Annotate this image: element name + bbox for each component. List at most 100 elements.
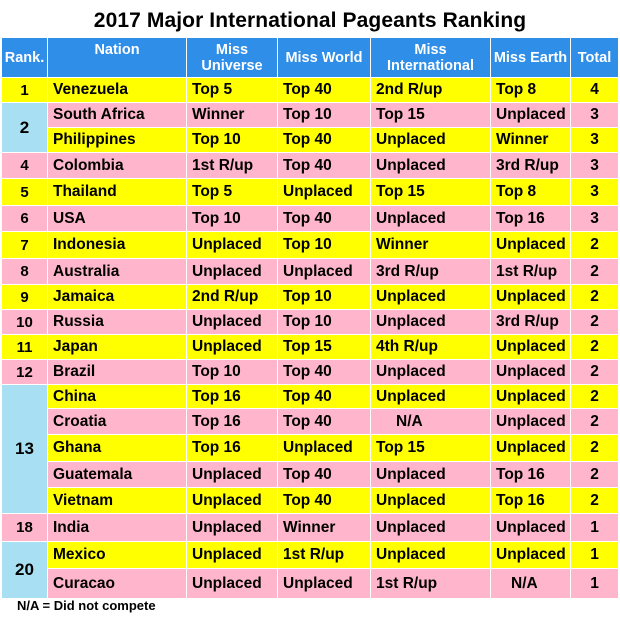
miss-world-cell: Top 10 xyxy=(277,231,371,259)
miss-world-cell: Top 15 xyxy=(277,334,371,360)
nation-cell: Indonesia xyxy=(47,231,187,259)
header-miss-universe: Miss Universe xyxy=(186,37,278,78)
nation-cell: Mexico xyxy=(47,541,187,569)
total-cell: 2 xyxy=(570,434,619,462)
miss-international-cell: Unplaced xyxy=(370,541,491,569)
miss-world-cell: Top 10 xyxy=(277,309,371,335)
miss-international-cell: 4th R/up xyxy=(370,334,491,360)
footnote: N/A = Did not compete xyxy=(17,598,156,613)
rank-cell: 2 xyxy=(1,102,48,153)
miss-universe-cell: Unplaced xyxy=(186,309,278,335)
rank-cell: 18 xyxy=(1,513,48,542)
miss-earth-cell: Unplaced xyxy=(490,334,571,360)
total-cell: 3 xyxy=(570,102,619,128)
miss-international-cell: Unplaced xyxy=(370,461,491,488)
total-cell: 2 xyxy=(570,359,619,385)
nation-cell: Curacao xyxy=(47,568,187,599)
miss-international-cell: Unplaced xyxy=(370,284,491,310)
miss-universe-cell: Top 5 xyxy=(186,77,278,103)
miss-world-cell: Top 40 xyxy=(277,408,371,435)
nation-cell: Russia xyxy=(47,309,187,335)
miss-universe-cell: Top 16 xyxy=(186,434,278,462)
miss-universe-cell: Top 10 xyxy=(186,127,278,153)
nation-cell: Australia xyxy=(47,258,187,285)
miss-international-cell: Unplaced xyxy=(370,359,491,385)
nation-cell: Jamaica xyxy=(47,284,187,310)
miss-universe-cell: Unplaced xyxy=(186,258,278,285)
rank-cell: 9 xyxy=(1,284,48,310)
miss-earth-cell: Unplaced xyxy=(490,102,571,128)
nation-cell: Japan xyxy=(47,334,187,360)
miss-world-cell: Unplaced xyxy=(277,178,371,206)
nation-cell: Vietnam xyxy=(47,487,187,514)
miss-universe-cell: Top 16 xyxy=(186,408,278,435)
nation-cell: Ghana xyxy=(47,434,187,462)
miss-international-cell: 3rd R/up xyxy=(370,258,491,285)
miss-international-cell: Unplaced xyxy=(370,309,491,335)
miss-universe-cell: Top 10 xyxy=(186,205,278,232)
miss-international-cell: N/A xyxy=(370,408,491,435)
rank-cell: 13 xyxy=(1,384,48,514)
miss-world-cell: 1st R/up xyxy=(277,541,371,569)
miss-universe-cell: Top 16 xyxy=(186,384,278,409)
total-cell: 4 xyxy=(570,77,619,103)
miss-earth-cell: Unplaced xyxy=(490,513,571,542)
miss-world-cell: Top 40 xyxy=(277,461,371,488)
nation-cell: Guatemala xyxy=(47,461,187,488)
miss-universe-cell: Winner xyxy=(186,102,278,128)
miss-universe-cell: Unplaced xyxy=(186,461,278,488)
total-cell: 2 xyxy=(570,231,619,259)
miss-earth-cell: N/A xyxy=(490,568,571,599)
miss-world-cell: Top 40 xyxy=(277,127,371,153)
nation-cell: Colombia xyxy=(47,152,187,179)
total-cell: 1 xyxy=(570,568,619,599)
nation-cell: China xyxy=(47,384,187,409)
total-cell: 3 xyxy=(570,178,619,206)
rank-cell: 1 xyxy=(1,77,48,103)
header-miss-earth: Miss Earth xyxy=(490,37,571,78)
miss-international-cell: Unplaced xyxy=(370,487,491,514)
miss-international-cell: 1st R/up xyxy=(370,568,491,599)
miss-universe-cell: 2nd R/up xyxy=(186,284,278,310)
miss-international-cell: Top 15 xyxy=(370,178,491,206)
miss-international-cell: Unplaced xyxy=(370,205,491,232)
rank-cell: 11 xyxy=(1,334,48,360)
miss-earth-cell: Unplaced xyxy=(490,231,571,259)
miss-earth-cell: Unplaced xyxy=(490,434,571,462)
miss-world-cell: Unplaced xyxy=(277,258,371,285)
miss-world-cell: Unplaced xyxy=(277,434,371,462)
miss-world-cell: Winner xyxy=(277,513,371,542)
total-cell: 2 xyxy=(570,461,619,488)
rank-cell: 12 xyxy=(1,359,48,385)
header-nation: Nation xyxy=(47,37,187,78)
header-total: Total xyxy=(570,37,619,78)
miss-earth-cell: 3rd R/up xyxy=(490,309,571,335)
total-cell: 2 xyxy=(570,384,619,409)
miss-universe-cell: Top 5 xyxy=(186,178,278,206)
miss-earth-cell: Top 8 xyxy=(490,178,571,206)
header-rank: Rank. xyxy=(1,37,48,78)
miss-earth-cell: Winner xyxy=(490,127,571,153)
miss-earth-cell: Unplaced xyxy=(490,408,571,435)
rank-cell: 20 xyxy=(1,541,48,599)
total-cell: 2 xyxy=(570,487,619,514)
miss-international-cell: Top 15 xyxy=(370,434,491,462)
rank-cell: 5 xyxy=(1,178,48,206)
miss-international-cell: Unplaced xyxy=(370,127,491,153)
total-cell: 2 xyxy=(570,258,619,285)
miss-earth-cell: Top 8 xyxy=(490,77,571,103)
miss-international-cell: Unplaced xyxy=(370,513,491,542)
total-cell: 2 xyxy=(570,334,619,360)
nation-cell: USA xyxy=(47,205,187,232)
miss-international-cell: Unplaced xyxy=(370,384,491,409)
miss-international-cell: Unplaced xyxy=(370,152,491,179)
nation-cell: Brazil xyxy=(47,359,187,385)
rank-cell: 4 xyxy=(1,152,48,179)
miss-world-cell: Top 40 xyxy=(277,487,371,514)
miss-earth-cell: 3rd R/up xyxy=(490,152,571,179)
miss-universe-cell: Unplaced xyxy=(186,487,278,514)
header-miss-world: Miss World xyxy=(277,37,371,78)
miss-world-cell: Top 10 xyxy=(277,102,371,128)
miss-world-cell: Top 40 xyxy=(277,359,371,385)
nation-cell: South Africa xyxy=(47,102,187,128)
